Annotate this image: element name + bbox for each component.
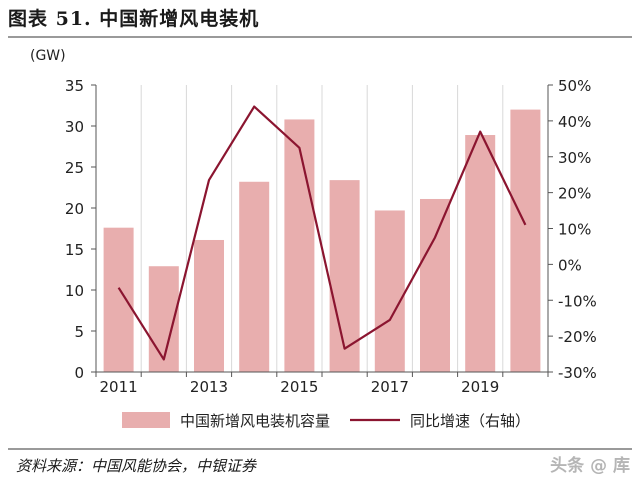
grid-lines bbox=[140, 85, 504, 372]
bar bbox=[194, 239, 224, 372]
right-tick-label: 30% bbox=[558, 149, 591, 167]
chart: 35302520151050(GW)50%40%30%20%10%0%-10%-… bbox=[30, 48, 597, 430]
bar bbox=[374, 210, 405, 372]
bar bbox=[284, 119, 315, 372]
right-tick-label: -20% bbox=[558, 328, 597, 346]
left-tick-label: 5 bbox=[74, 323, 84, 341]
x-tick-label: 2019 bbox=[461, 378, 499, 396]
right-tick-label: 0% bbox=[558, 256, 582, 274]
x-tick-label: 2011 bbox=[100, 378, 138, 396]
bar bbox=[510, 109, 541, 372]
chart-title: 图表 51. 中国新增风电装机 bbox=[8, 8, 260, 30]
x-tick-label: 2015 bbox=[280, 378, 318, 396]
title-divider bbox=[8, 36, 632, 38]
footer-divider bbox=[8, 448, 632, 450]
left-tick-label: 10 bbox=[65, 282, 84, 300]
right-tick-label: 20% bbox=[558, 185, 591, 203]
right-tick-label: 40% bbox=[558, 113, 591, 131]
bar-series bbox=[103, 109, 541, 372]
left-tick-label: 0 bbox=[74, 364, 84, 382]
bar bbox=[420, 198, 450, 372]
legend-label-bars: 中国新增风电装机容量 bbox=[180, 412, 330, 430]
bar bbox=[103, 227, 134, 372]
line-series bbox=[117, 105, 527, 361]
bar bbox=[239, 181, 270, 372]
left-tick-label: 35 bbox=[65, 77, 84, 95]
axes: 35302520151050(GW)50%40%30%20%10%0%-10%-… bbox=[30, 48, 597, 396]
legend-swatch-bars bbox=[122, 412, 170, 428]
right-tick-label: -10% bbox=[558, 292, 597, 310]
right-tick-label: 50% bbox=[558, 77, 591, 95]
bar bbox=[465, 135, 496, 372]
left-tick-label: 20 bbox=[65, 200, 84, 218]
legend-label-line: 同比增速（右轴） bbox=[410, 412, 530, 430]
left-tick-label: 25 bbox=[65, 159, 84, 177]
left-tick-label: 15 bbox=[65, 241, 84, 259]
source-note: 资料来源：中国风能协会，中银证券 bbox=[16, 457, 257, 475]
bar bbox=[329, 180, 360, 372]
right-tick-label: 10% bbox=[558, 221, 591, 239]
watermark: 头条 @ 库 bbox=[550, 456, 630, 476]
x-tick-label: 2017 bbox=[371, 378, 409, 396]
left-axis-unit: (GW) bbox=[30, 48, 66, 64]
growth-rate-line bbox=[117, 105, 527, 361]
left-tick-label: 30 bbox=[65, 118, 84, 136]
right-tick-label: -30% bbox=[558, 364, 597, 382]
x-tick-label: 2013 bbox=[190, 378, 228, 396]
legend: 中国新增风电装机容量 同比增速（右轴） bbox=[122, 412, 530, 430]
